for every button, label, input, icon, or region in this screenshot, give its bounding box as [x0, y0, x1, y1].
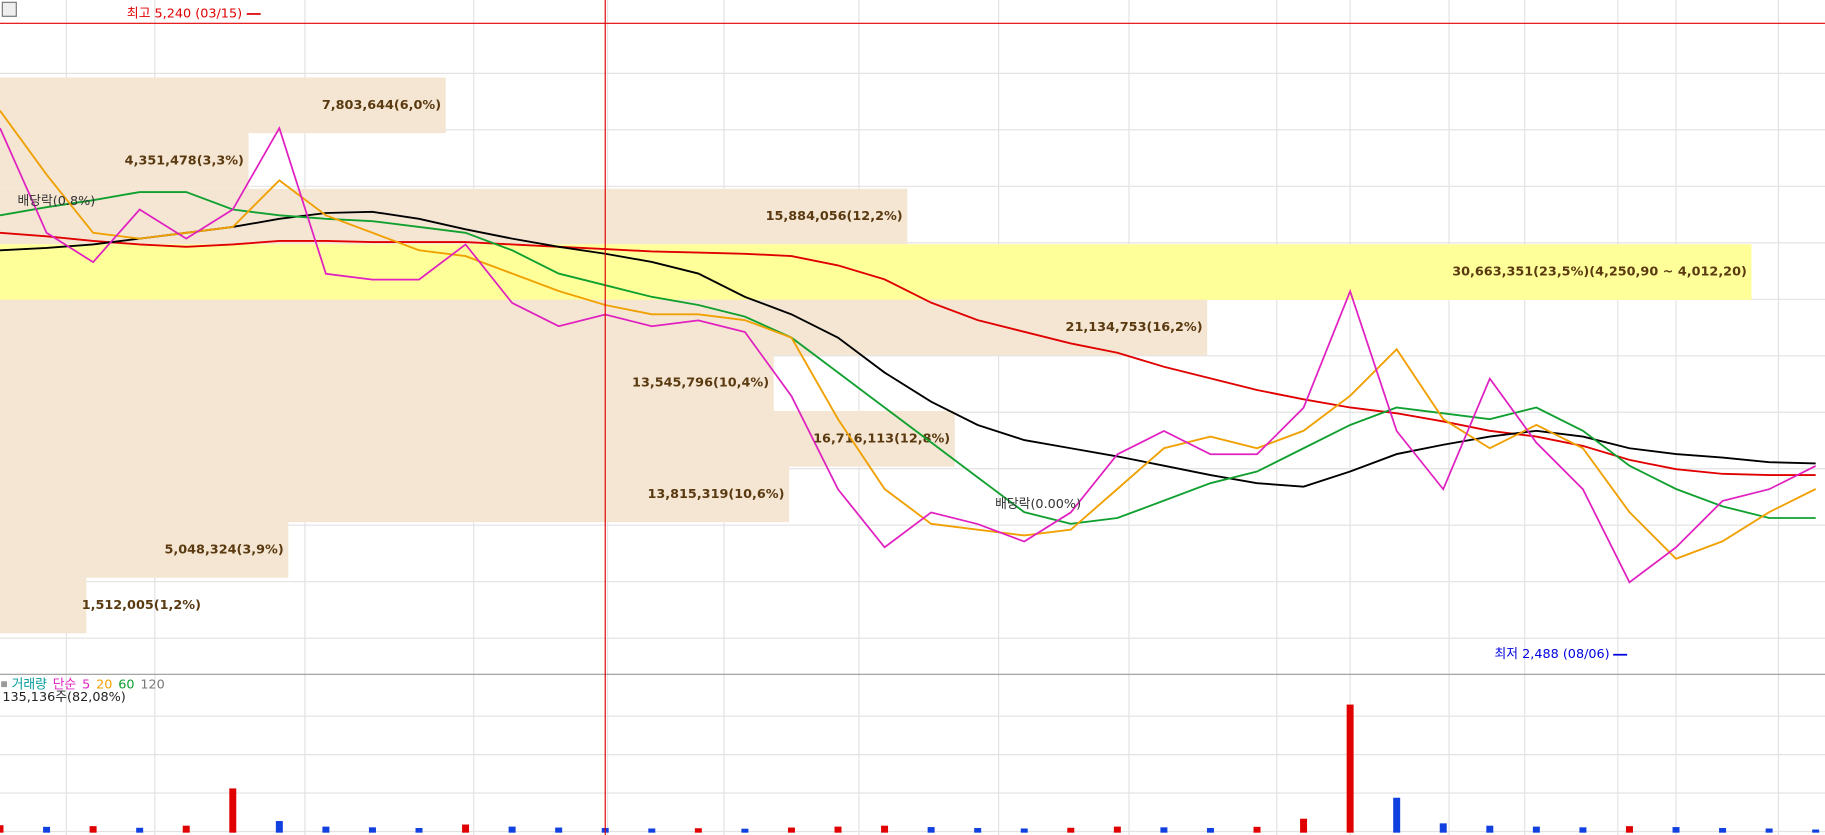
volume-bar: [1719, 828, 1727, 833]
profile-label: 16,716,113(12,8%): [813, 431, 950, 446]
profile-label: 7,803,644(6,0%): [322, 98, 441, 113]
volume-current: 135,136주(82,08%): [2, 690, 125, 705]
volume-bar: [1486, 825, 1494, 833]
volume-bar: [1765, 828, 1773, 833]
volume-bar: [43, 826, 51, 833]
legend-item: 20: [96, 677, 112, 692]
profile-label: 30,663,351(23,5%)(4,250,90 ~ 4,012,20): [1452, 265, 1747, 280]
profile-label: 4,351,478(3,3%): [125, 153, 244, 168]
high-label: 최고 5,240 (03/15): [127, 6, 242, 21]
volume-bar: [787, 827, 795, 833]
volume-bar: [1812, 829, 1820, 833]
profile-bar: [0, 299, 1208, 356]
volume-bar: [1253, 826, 1261, 833]
volume-bar: [881, 825, 889, 833]
volume-bar: [1532, 826, 1540, 833]
volume-bar: [1625, 826, 1633, 833]
volume-bar: [275, 821, 283, 833]
volume-bar: [1393, 797, 1401, 833]
volume-bar: [322, 826, 330, 833]
profile-label: 15,884,056(12,2%): [766, 209, 903, 224]
volume-bar: [368, 827, 376, 833]
volume-bar: [89, 826, 97, 833]
volume-bar: [1439, 823, 1447, 833]
profile-bar: [0, 77, 446, 134]
legend-icon: [1, 681, 7, 688]
volume-bar: [1206, 828, 1214, 833]
volume-bar: [1300, 818, 1308, 833]
profile-bar: [0, 133, 249, 189]
volume-bar: [1579, 827, 1587, 833]
ma-line: [0, 191, 1816, 525]
profile-label: 13,545,796(10,4%): [632, 376, 769, 391]
menu-icon[interactable]: [1, 1, 17, 17]
legend-item: 단순: [53, 677, 77, 692]
profile-label: 13,815,319(10,6%): [647, 487, 784, 502]
ma-line: [0, 125, 1817, 584]
ma-line: [0, 210, 1816, 488]
profile-label: 21,134,753(16,2%): [1066, 320, 1203, 335]
profile-bar: [0, 410, 955, 467]
volume-bar: [1160, 827, 1168, 833]
volume-bar: [229, 788, 237, 833]
profile-bar: [0, 244, 1752, 300]
volume-bar: [462, 824, 470, 833]
volume-bar: [1113, 826, 1121, 833]
profile-bar: [0, 577, 87, 634]
volume-bar: [648, 828, 656, 833]
low-label: 최저 2,488 (08/06): [1495, 647, 1610, 662]
legend-item: 120: [140, 677, 164, 692]
volume-bar: [927, 827, 935, 833]
volume-bar: [182, 825, 190, 833]
legend-item: 5: [82, 677, 90, 692]
profile-bar: [0, 522, 289, 578]
volume-bar: [694, 828, 702, 833]
volume-bar: [0, 825, 4, 833]
dividend-note: 배당락(0.8%): [17, 194, 95, 209]
profile-label: 5,048,324(3,9%): [164, 542, 283, 557]
legend-item: 60: [118, 677, 134, 692]
plot: 7,803,644(6,0%) 4,351,478(3,3%) 15,884,056…: [0, 6, 1820, 833]
dividend-note: 배당락(0.00%): [995, 497, 1081, 512]
volume-bar: [136, 827, 144, 833]
volume-bar: [741, 828, 749, 833]
profile-bar: [0, 355, 774, 411]
volume-bar: [508, 826, 516, 833]
profile-bar: [0, 466, 790, 523]
volume-bar: [974, 828, 982, 833]
volume-bar: [1346, 704, 1354, 833]
volume-bar: [1067, 827, 1075, 833]
volume-bar: [415, 828, 423, 833]
volume-bar: [1672, 827, 1680, 833]
volume-bar: [834, 826, 842, 833]
ma-line: [0, 110, 1817, 560]
volume-bar: [1020, 828, 1028, 833]
legend-item: 거래량: [12, 677, 48, 692]
profile-label: 1,512,005(1,2%): [82, 598, 201, 613]
volume-bar: [555, 827, 563, 833]
